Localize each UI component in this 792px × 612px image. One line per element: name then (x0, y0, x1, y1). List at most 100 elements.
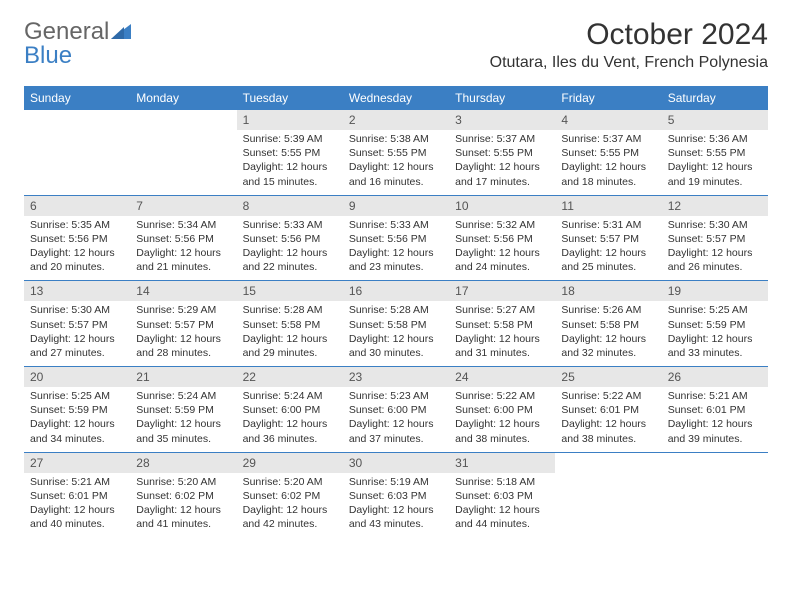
day-number: 19 (662, 281, 768, 301)
day-number: 9 (343, 196, 449, 216)
day-details: Sunrise: 5:26 AMSunset: 5:58 PMDaylight:… (555, 303, 661, 360)
calendar-week: 27Sunrise: 5:21 AMSunset: 6:01 PMDayligh… (24, 453, 768, 538)
daylight-text: Daylight: 12 hours and 42 minutes. (243, 503, 337, 531)
title-block: October 2024 Otutara, Iles du Vent, Fren… (490, 18, 768, 72)
sunrise-text: Sunrise: 5:21 AM (668, 389, 762, 403)
sunset-text: Sunset: 5:55 PM (243, 146, 337, 160)
calendar-cell: 5Sunrise: 5:36 AMSunset: 5:55 PMDaylight… (662, 110, 768, 195)
sunrise-text: Sunrise: 5:20 AM (243, 475, 337, 489)
sunset-text: Sunset: 5:58 PM (243, 318, 337, 332)
sunrise-text: Sunrise: 5:22 AM (561, 389, 655, 403)
daylight-text: Daylight: 12 hours and 25 minutes. (561, 246, 655, 274)
day-details: Sunrise: 5:37 AMSunset: 5:55 PMDaylight:… (555, 132, 661, 189)
day-number: 29 (237, 453, 343, 473)
daylight-text: Daylight: 12 hours and 40 minutes. (30, 503, 124, 531)
sunset-text: Sunset: 5:55 PM (349, 146, 443, 160)
sunrise-text: Sunrise: 5:30 AM (668, 218, 762, 232)
daylight-text: Daylight: 12 hours and 27 minutes. (30, 332, 124, 360)
calendar-cell: 26Sunrise: 5:21 AMSunset: 6:01 PMDayligh… (662, 367, 768, 452)
sunrise-text: Sunrise: 5:19 AM (349, 475, 443, 489)
sunset-text: Sunset: 5:56 PM (136, 232, 230, 246)
day-details: Sunrise: 5:21 AMSunset: 6:01 PMDaylight:… (662, 389, 768, 446)
sunset-text: Sunset: 5:59 PM (136, 403, 230, 417)
day-details: Sunrise: 5:30 AMSunset: 5:57 PMDaylight:… (662, 218, 768, 275)
sunrise-text: Sunrise: 5:18 AM (455, 475, 549, 489)
calendar-cell: 20Sunrise: 5:25 AMSunset: 5:59 PMDayligh… (24, 367, 130, 452)
day-number: 25 (555, 367, 661, 387)
sunset-text: Sunset: 6:01 PM (561, 403, 655, 417)
sunrise-text: Sunrise: 5:21 AM (30, 475, 124, 489)
sunset-text: Sunset: 6:03 PM (349, 489, 443, 503)
sunset-text: Sunset: 5:55 PM (668, 146, 762, 160)
day-details: Sunrise: 5:22 AMSunset: 6:01 PMDaylight:… (555, 389, 661, 446)
day-details: Sunrise: 5:25 AMSunset: 5:59 PMDaylight:… (24, 389, 130, 446)
calendar-cell: 8Sunrise: 5:33 AMSunset: 5:56 PMDaylight… (237, 196, 343, 281)
calendar-cell: 7Sunrise: 5:34 AMSunset: 5:56 PMDaylight… (130, 196, 236, 281)
calendar-cell: 15Sunrise: 5:28 AMSunset: 5:58 PMDayligh… (237, 281, 343, 366)
sunrise-text: Sunrise: 5:28 AM (349, 303, 443, 317)
calendar-body: 1Sunrise: 5:39 AMSunset: 5:55 PMDaylight… (24, 110, 768, 537)
day-details: Sunrise: 5:31 AMSunset: 5:57 PMDaylight:… (555, 218, 661, 275)
calendar-cell: 25Sunrise: 5:22 AMSunset: 6:01 PMDayligh… (555, 367, 661, 452)
day-number: 23 (343, 367, 449, 387)
day-details: Sunrise: 5:20 AMSunset: 6:02 PMDaylight:… (130, 475, 236, 532)
day-details: Sunrise: 5:24 AMSunset: 6:00 PMDaylight:… (237, 389, 343, 446)
daylight-text: Daylight: 12 hours and 22 minutes. (243, 246, 337, 274)
weekday-thu: Thursday (449, 86, 555, 110)
sunset-text: Sunset: 5:56 PM (243, 232, 337, 246)
day-details: Sunrise: 5:24 AMSunset: 5:59 PMDaylight:… (130, 389, 236, 446)
day-details: Sunrise: 5:29 AMSunset: 5:57 PMDaylight:… (130, 303, 236, 360)
daylight-text: Daylight: 12 hours and 39 minutes. (668, 417, 762, 445)
daylight-text: Daylight: 12 hours and 15 minutes. (243, 160, 337, 188)
sunrise-text: Sunrise: 5:30 AM (30, 303, 124, 317)
calendar-cell (662, 453, 768, 538)
daylight-text: Daylight: 12 hours and 30 minutes. (349, 332, 443, 360)
header: General October 2024 Otutara, Iles du Ve… (24, 18, 768, 72)
day-details: Sunrise: 5:33 AMSunset: 5:56 PMDaylight:… (343, 218, 449, 275)
calendar-week: 20Sunrise: 5:25 AMSunset: 5:59 PMDayligh… (24, 367, 768, 453)
day-details: Sunrise: 5:25 AMSunset: 5:59 PMDaylight:… (662, 303, 768, 360)
sunset-text: Sunset: 5:55 PM (455, 146, 549, 160)
day-number: 14 (130, 281, 236, 301)
calendar-week: 1Sunrise: 5:39 AMSunset: 5:55 PMDaylight… (24, 110, 768, 196)
calendar-cell: 6Sunrise: 5:35 AMSunset: 5:56 PMDaylight… (24, 196, 130, 281)
sunrise-text: Sunrise: 5:31 AM (561, 218, 655, 232)
logo-text-blue: Blue (24, 42, 72, 70)
daylight-text: Daylight: 12 hours and 21 minutes. (136, 246, 230, 274)
day-number: 5 (662, 110, 768, 130)
day-number: 17 (449, 281, 555, 301)
sunrise-text: Sunrise: 5:22 AM (455, 389, 549, 403)
sunrise-text: Sunrise: 5:20 AM (136, 475, 230, 489)
sunrise-text: Sunrise: 5:24 AM (136, 389, 230, 403)
day-number: 28 (130, 453, 236, 473)
sunrise-text: Sunrise: 5:23 AM (349, 389, 443, 403)
calendar-cell: 10Sunrise: 5:32 AMSunset: 5:56 PMDayligh… (449, 196, 555, 281)
day-details: Sunrise: 5:34 AMSunset: 5:56 PMDaylight:… (130, 218, 236, 275)
day-details: Sunrise: 5:32 AMSunset: 5:56 PMDaylight:… (449, 218, 555, 275)
day-number: 10 (449, 196, 555, 216)
calendar-cell: 16Sunrise: 5:28 AMSunset: 5:58 PMDayligh… (343, 281, 449, 366)
weekday-sat: Saturday (662, 86, 768, 110)
sunset-text: Sunset: 6:02 PM (136, 489, 230, 503)
day-details: Sunrise: 5:38 AMSunset: 5:55 PMDaylight:… (343, 132, 449, 189)
weekday-sun: Sunday (24, 86, 130, 110)
sunset-text: Sunset: 6:00 PM (455, 403, 549, 417)
daylight-text: Daylight: 12 hours and 38 minutes. (561, 417, 655, 445)
day-number: 8 (237, 196, 343, 216)
day-number: 30 (343, 453, 449, 473)
sunrise-text: Sunrise: 5:25 AM (668, 303, 762, 317)
location-text: Otutara, Iles du Vent, French Polynesia (490, 54, 768, 72)
daylight-text: Daylight: 12 hours and 24 minutes. (455, 246, 549, 274)
day-details: Sunrise: 5:28 AMSunset: 5:58 PMDaylight:… (237, 303, 343, 360)
day-number: 7 (130, 196, 236, 216)
daylight-text: Daylight: 12 hours and 38 minutes. (455, 417, 549, 445)
sunrise-text: Sunrise: 5:25 AM (30, 389, 124, 403)
day-details: Sunrise: 5:23 AMSunset: 6:00 PMDaylight:… (343, 389, 449, 446)
daylight-text: Daylight: 12 hours and 28 minutes. (136, 332, 230, 360)
sunset-text: Sunset: 5:57 PM (561, 232, 655, 246)
daylight-text: Daylight: 12 hours and 18 minutes. (561, 160, 655, 188)
calendar-cell: 22Sunrise: 5:24 AMSunset: 6:00 PMDayligh… (237, 367, 343, 452)
sunrise-text: Sunrise: 5:27 AM (455, 303, 549, 317)
calendar-cell (555, 453, 661, 538)
sunset-text: Sunset: 5:58 PM (561, 318, 655, 332)
